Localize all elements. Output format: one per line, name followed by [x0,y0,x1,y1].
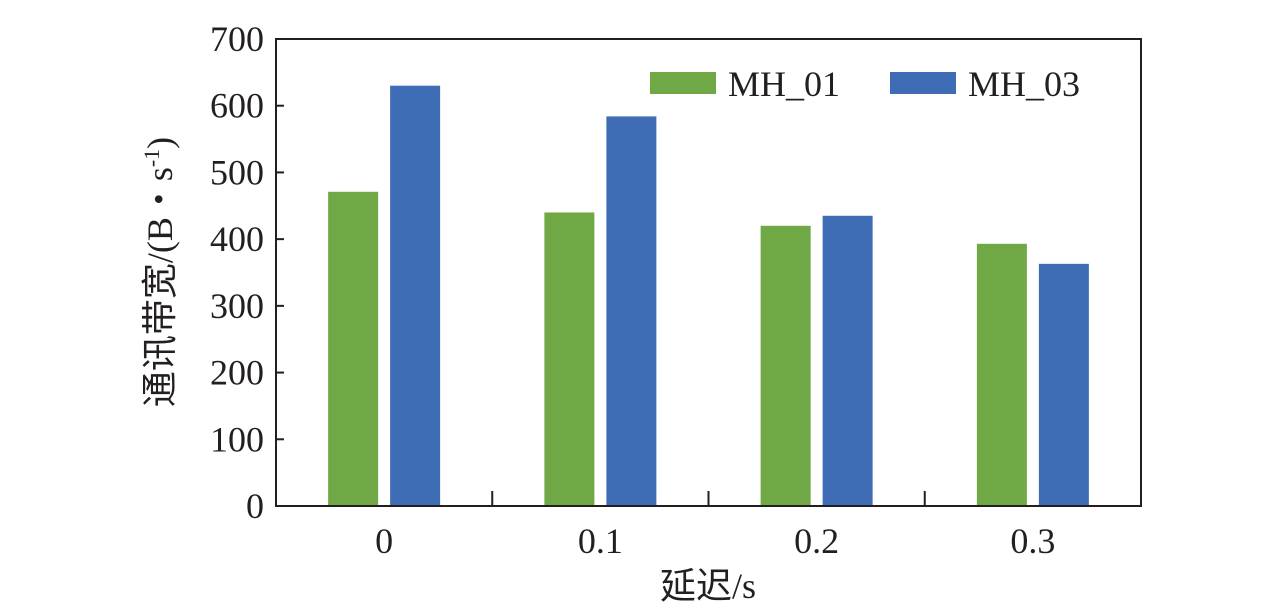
bar-mh-01-2 [760,225,811,507]
legend-swatch-mh-03 [890,72,956,94]
x-tick-label: 0 [375,521,393,561]
x-tick-label: 0.3 [1010,521,1055,561]
bar-mh-03-1 [606,116,657,506]
axes-layer: 0 100 200 300 400 500 600 700 0 0.1 0.2 0.3 [210,19,1055,561]
y-tick-label: 200 [210,353,264,393]
legend: MH_01 MH_03 [650,64,1080,104]
legend-label-mh-03: MH_03 [968,64,1080,104]
bar-mh-01-3 [976,243,1027,506]
y-tick-label: 500 [210,152,264,192]
x-axis-title: 延迟/s [660,566,756,606]
y-axis-title-close: ) [140,137,180,149]
y-tick-label: 700 [210,19,264,59]
x-tick-label: 0.1 [578,521,623,561]
bar-mh-03-3 [1038,263,1089,506]
y-tick-label: 100 [210,419,264,459]
y-tick-label: 300 [210,286,264,326]
bar-mh-01-0 [328,191,379,507]
legend-label-mh-01: MH_01 [728,64,840,104]
bar-mh-03-0 [390,85,441,506]
y-axis-title-superscript: -1 [139,149,164,167]
y-axis-title: 通讯带宽/(B・s-1) [139,137,180,407]
y-tick-label: 0 [246,486,264,526]
y-tick-label: 600 [210,86,264,126]
bar-mh-03-2 [822,215,873,507]
y-tick-label: 400 [210,219,264,259]
legend-swatch-mh-01 [650,72,716,94]
x-tick-label: 0.2 [794,521,839,561]
y-axis-title-main: 通讯带宽/(B・s [140,167,180,407]
bar-mh-01-1 [544,212,595,506]
bars-layer [328,85,1089,507]
